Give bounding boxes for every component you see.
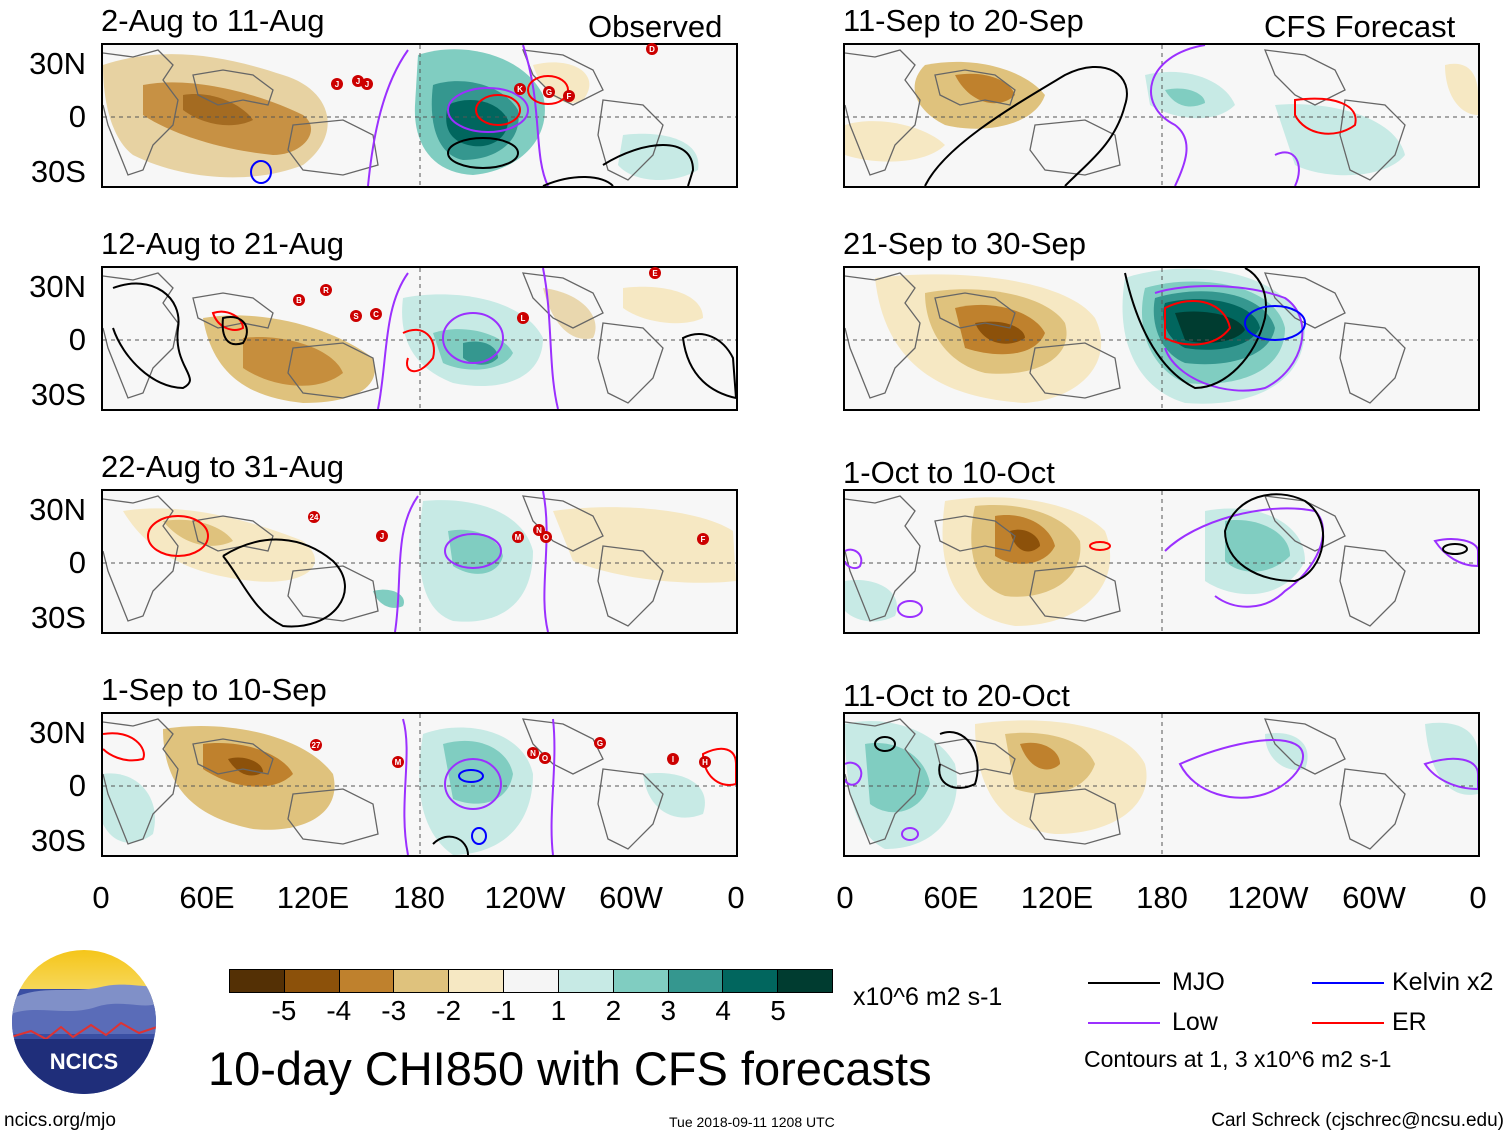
map-panel-fcst-2 bbox=[843, 266, 1480, 411]
colorbar-swatch bbox=[284, 970, 340, 992]
lon-label: 180 bbox=[1136, 880, 1188, 915]
panel-title-5: 11-Sep to 20-Sep bbox=[843, 3, 1084, 38]
map-svg bbox=[845, 491, 1478, 632]
legend-line-kelvin bbox=[1312, 982, 1384, 984]
map-panel-fcst-1 bbox=[843, 43, 1480, 188]
map-panel-obs-3 bbox=[101, 489, 738, 634]
map-panel-obs-4 bbox=[101, 712, 738, 857]
lon-label: 120W bbox=[484, 880, 566, 915]
colorbar-tick-label: 3 bbox=[660, 995, 677, 1026]
colorbar-swatch bbox=[339, 970, 395, 992]
map-panel-fcst-4 bbox=[843, 712, 1480, 857]
colorbar-swatch bbox=[504, 970, 559, 992]
legend-line-low bbox=[1088, 1022, 1160, 1024]
lon-label: 0 bbox=[836, 880, 854, 915]
observed-label: Observed bbox=[588, 9, 723, 44]
colorbar-swatch bbox=[558, 970, 614, 992]
legend-label-kelvin: Kelvin x2 bbox=[1392, 968, 1494, 996]
colorbar-tick-label: 1 bbox=[550, 995, 567, 1026]
colorbar-tick-label: -5 bbox=[271, 995, 297, 1026]
colorbar-tick-label: 2 bbox=[605, 995, 622, 1026]
panel-title-4: 1-Sep to 10-Sep bbox=[101, 672, 327, 707]
panel-title-3: 22-Aug to 31-Aug bbox=[101, 449, 345, 484]
logo-graphic: NCICS bbox=[12, 950, 156, 1094]
lat-label-0: 0 bbox=[68, 99, 86, 134]
figure-title: 10-day CHI850 with CFS forecasts bbox=[208, 1042, 932, 1095]
forecast-label: CFS Forecast bbox=[1264, 9, 1456, 44]
legend-label-low: Low bbox=[1172, 1008, 1218, 1036]
colorbar-units: x10^6 m2 s-1 bbox=[853, 983, 1003, 1011]
legend-label-mjo: MJO bbox=[1172, 968, 1225, 996]
map-svg bbox=[103, 268, 736, 409]
lat-label-30s: 30S bbox=[30, 823, 86, 858]
colorbar-tick-label: -2 bbox=[436, 995, 462, 1026]
colorbar bbox=[229, 969, 833, 993]
lon-label: 60W bbox=[599, 880, 663, 915]
colorbar-swatch bbox=[394, 970, 450, 992]
footer-credit: Carl Schreck (cjschrec@ncsu.edu) bbox=[1211, 1110, 1504, 1131]
colorbar-swatch bbox=[778, 970, 832, 992]
lat-label-30n: 30N bbox=[29, 492, 86, 527]
legend-line-er bbox=[1312, 1022, 1384, 1024]
legend-label-er: ER bbox=[1392, 1008, 1427, 1036]
colorbar-swatch bbox=[449, 970, 505, 992]
ncics-logo: NCICS bbox=[11, 949, 157, 1095]
panel-title-1: 2-Aug to 11-Aug bbox=[101, 3, 325, 38]
lat-label-30s: 30S bbox=[30, 600, 86, 635]
panel-title-7: 1-Oct to 10-Oct bbox=[843, 455, 1055, 490]
footer-timestamp: Tue 2018-09-11 1208 UTC bbox=[669, 1114, 835, 1130]
colorbar-swatch bbox=[723, 970, 779, 992]
contours-note: Contours at 1, 3 x10^6 m2 s-1 bbox=[1084, 1046, 1392, 1072]
map-panel-obs-1 bbox=[101, 43, 738, 188]
lat-label-0: 0 bbox=[68, 322, 86, 357]
lon-label: 120E bbox=[1020, 880, 1094, 915]
legend-line-mjo bbox=[1088, 982, 1160, 984]
svg-text:NCICS: NCICS bbox=[50, 1049, 118, 1074]
footer-url[interactable]: ncics.org/mjo bbox=[4, 1110, 116, 1131]
lat-label-30s: 30S bbox=[30, 154, 86, 189]
lat-label-30s: 30S bbox=[30, 377, 86, 412]
lon-label: 120E bbox=[276, 880, 350, 915]
map-svg bbox=[103, 714, 736, 855]
lat-label-30n: 30N bbox=[29, 269, 86, 304]
lat-label-0: 0 bbox=[68, 768, 86, 803]
colorbar-tick-label: 5 bbox=[770, 995, 786, 1026]
colorbar-swatch bbox=[613, 970, 669, 992]
lon-label: 180 bbox=[393, 880, 445, 915]
lat-label-0: 0 bbox=[68, 545, 86, 580]
map-svg bbox=[845, 45, 1478, 186]
map-svg bbox=[845, 714, 1478, 855]
map-svg bbox=[103, 45, 736, 186]
colorbar-swatch bbox=[668, 970, 724, 992]
panel-title-2: 12-Aug to 21-Aug bbox=[101, 226, 345, 261]
panel-title-6: 21-Sep to 30-Sep bbox=[843, 226, 1087, 261]
map-svg bbox=[103, 491, 736, 632]
map-panel-obs-2 bbox=[101, 266, 738, 411]
colorbar-tick-label: 4 bbox=[715, 995, 731, 1026]
lon-label: 60E bbox=[923, 880, 979, 915]
lat-label-30n: 30N bbox=[29, 46, 86, 81]
colorbar-tick-label: -1 bbox=[491, 995, 516, 1026]
colorbar-tick-label: -4 bbox=[326, 995, 352, 1026]
lon-label: 120W bbox=[1227, 880, 1309, 915]
lon-label: 0 bbox=[92, 880, 110, 915]
map-svg bbox=[845, 268, 1478, 409]
lon-label: 60E bbox=[179, 880, 235, 915]
colorbar-swatch bbox=[230, 970, 285, 992]
panel-title-8: 11-Oct to 20-Oct bbox=[843, 678, 1070, 713]
lon-label: 0 bbox=[1469, 880, 1487, 915]
lon-label: 60W bbox=[1342, 880, 1406, 915]
lon-label: 0 bbox=[727, 880, 745, 915]
lat-label-30n: 30N bbox=[29, 715, 86, 750]
map-panel-fcst-3 bbox=[843, 489, 1480, 634]
colorbar-tick-label: -3 bbox=[381, 995, 407, 1026]
